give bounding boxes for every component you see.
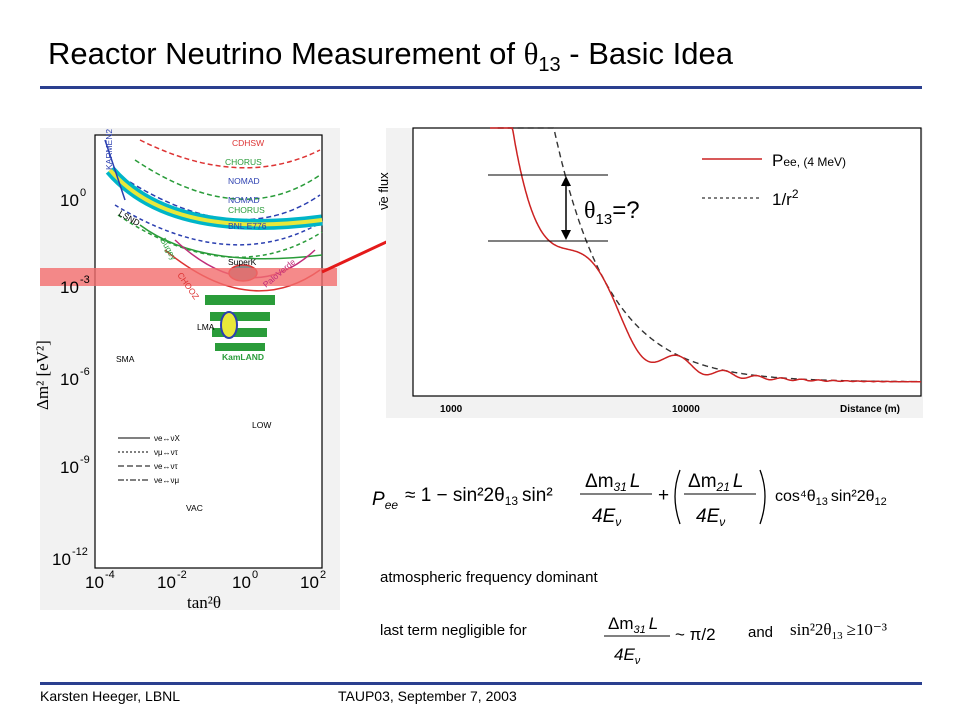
- label-nomad-2: NOMAD: [228, 195, 260, 205]
- footer-event: TAUP03, September 7, 2003: [338, 688, 517, 704]
- x-tick-1: 10: [157, 573, 176, 592]
- flux-ylabel: ν̄e flux: [376, 172, 391, 210]
- formula-term1: ≈ 1 − sin²2θ13 sin²: [405, 485, 553, 508]
- label-kamland: KamLAND: [222, 352, 264, 362]
- formula-lhs: Pee: [372, 489, 398, 512]
- theta13-annotation: θ13=?: [584, 197, 640, 228]
- label-low: LOW: [252, 420, 271, 430]
- note-and: and: [748, 624, 774, 641]
- formula-plus: +: [658, 485, 669, 506]
- label-chorus: CHORUS: [225, 157, 262, 167]
- legend-label-3: νe↔ντ: [154, 462, 178, 471]
- formula-paren-left: [674, 469, 681, 525]
- flux-plot-frame: [412, 127, 922, 397]
- condition-fraction: Δm31 L 4Eν ~ π/2: [604, 614, 716, 667]
- contour-cdhsw: [139, 139, 321, 169]
- formula-tail: cos⁴θ13 sin²2θ12: [775, 488, 887, 508]
- x-tick-2-exp: 0: [252, 569, 258, 581]
- y-tick-1-exp: -3: [80, 274, 90, 286]
- cond-sin2: sin²2θ13 ≥10⁻³: [790, 620, 887, 642]
- x-tick-0-exp: -4: [105, 569, 115, 581]
- exclusion-plot: CDHSW CHORUS NOMAD NOMAD CHORUS KARMEN2 …: [33, 128, 340, 612]
- formula-frac2-den: 4Eν: [696, 506, 725, 529]
- contour-lsnd-core: [108, 168, 323, 227]
- y-tick-3-exp: -9: [80, 454, 90, 466]
- y-tick-0: 10: [60, 191, 79, 210]
- title-rule: [40, 86, 922, 89]
- x-tick-1-exp: -2: [177, 569, 187, 581]
- legend-inv: 1/r2: [772, 187, 799, 209]
- label-nomad: NOMAD: [228, 176, 260, 186]
- contour-lma: [220, 311, 238, 339]
- label-karmen: KARMEN2: [104, 129, 114, 170]
- legend-label-2: νμ↔ντ: [154, 448, 179, 457]
- contour-chorus-2: [117, 214, 323, 259]
- slide-title: Reactor Neutrino Measurement of θ13 - Ba…: [48, 36, 733, 77]
- exclusion-legend: νe↔νX νμ↔ντ νe↔ντ νe↔νμ: [118, 434, 180, 485]
- note-negligible: last term negligible for: [380, 622, 527, 639]
- exclusion-ylabel: Δm² [eV²]: [33, 340, 52, 410]
- x-tick-3: 10: [300, 573, 319, 592]
- annotation-arrow-up: [561, 176, 571, 186]
- exclusion-plot-frame: [94, 134, 323, 569]
- contour-nomad-2: [114, 204, 323, 246]
- footer-rule: [40, 682, 922, 685]
- x-axis-ticks: 10 -4 10 -2 10 0 10 2: [85, 569, 326, 592]
- formula-frac1-num: Δm31 L: [585, 471, 640, 494]
- flux-xtick-1000: 1000: [440, 404, 463, 415]
- y-tick-4: 10: [52, 550, 71, 569]
- cond-frac-den: 4Eν: [614, 645, 641, 667]
- x-tick-0: 10: [85, 573, 104, 592]
- contour-chorus: [134, 159, 321, 200]
- label-cdhsw: CDHSW: [232, 138, 264, 148]
- footer-author: Karsten Heeger, LBNL: [40, 688, 181, 704]
- label-sma: SMA: [116, 354, 135, 364]
- y-tick-4-exp: -12: [72, 546, 88, 558]
- inverse-square-curve: [497, 127, 921, 383]
- note-atmospheric: atmospheric frequency dominant: [380, 569, 598, 586]
- pee-formula: Pee ≈ 1 − sin²2θ13 sin² Δm31 L 4Eν + Δm21 L…: [372, 469, 887, 529]
- y-tick-2: 10: [60, 370, 79, 389]
- legend-pee: Pee, (4 MeV): [772, 151, 846, 170]
- label-superk: SuperK: [228, 257, 257, 267]
- formula-paren-right: [759, 469, 766, 525]
- contour-bugey: [139, 224, 323, 260]
- y-tick-1: 10: [60, 278, 79, 297]
- y-tick-3: 10: [60, 458, 79, 477]
- legend-label-1: νe↔νX: [154, 434, 180, 443]
- y-tick-0-exp: 0: [80, 187, 86, 199]
- y-tick-2-exp: -6: [80, 366, 90, 378]
- x-tick-2: 10: [232, 573, 251, 592]
- label-chorus-2: CHORUS: [228, 205, 265, 215]
- flux-plot: ν̄e flux 1000 10000 Distance (m) Pee, (4…: [376, 127, 923, 418]
- x-tick-3-exp: 2: [320, 569, 326, 581]
- y-axis-ticks: 10 0 10 -3 10 -6 10 -9 10 -12: [52, 187, 90, 569]
- flux-xtick-10000: 10000: [672, 404, 700, 415]
- pee-curve: [490, 127, 921, 383]
- formula-frac2-num: Δm21 L: [688, 471, 743, 494]
- contour-karmen: [104, 139, 126, 201]
- cond-approx: ~ π/2: [675, 625, 716, 644]
- label-lma: LMA: [197, 322, 215, 332]
- formula-frac1-den: 4Eν: [592, 506, 621, 529]
- legend-label-4: νe↔νμ: [154, 476, 179, 485]
- cond-frac-num: Δm31 L: [608, 614, 658, 636]
- label-bnl: BNL E776: [228, 221, 267, 231]
- annotation-arrow-down: [561, 230, 571, 240]
- contour-nomad: [129, 181, 321, 221]
- label-vac: VAC: [186, 503, 203, 513]
- flux-xlabel: Distance (m): [840, 404, 900, 415]
- contour-kamland: [205, 295, 275, 351]
- exclusion-xlabel: tan²θ: [187, 593, 221, 612]
- theta13-band: [40, 268, 337, 286]
